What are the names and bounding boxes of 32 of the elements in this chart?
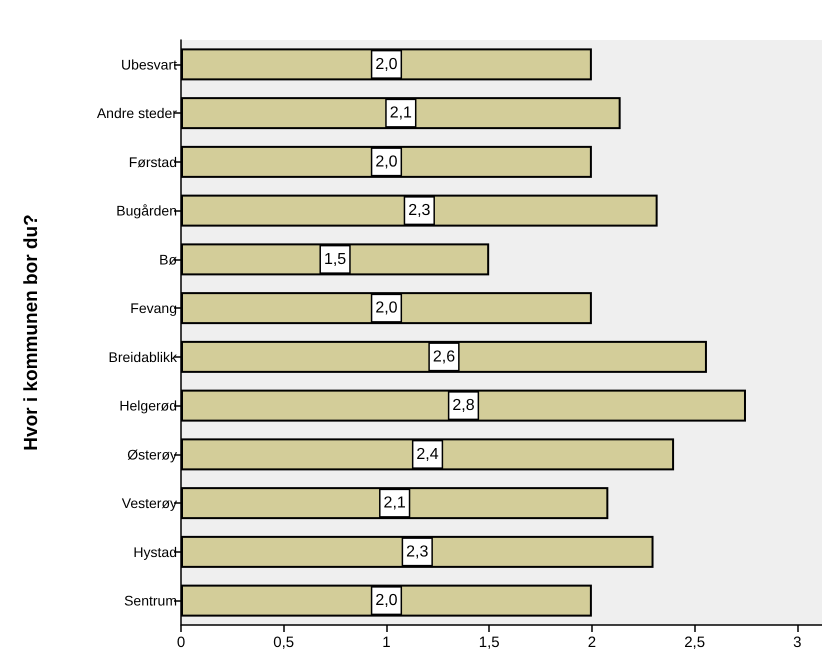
data-label: 2,0: [375, 153, 398, 170]
y-tick-label: Vesterøy: [122, 495, 177, 512]
data-label: 2,0: [375, 56, 398, 73]
y-tick-label: Førstad: [128, 154, 177, 170]
y-tick-label: Helgerød: [119, 398, 177, 414]
data-label: 2,8: [452, 397, 475, 414]
x-tick-label: 1,5: [478, 634, 500, 651]
y-tick-label: Hystad: [133, 544, 177, 560]
y-tick-label: Breidablikk: [108, 348, 178, 365]
data-label: 1,5: [324, 250, 346, 268]
y-tick-label: Østerøy: [127, 446, 177, 462]
y-tick-label: Fevang: [130, 300, 177, 316]
y-tick-label: Bø: [159, 251, 178, 268]
x-tick-label: 3: [793, 634, 802, 651]
y-tick-label: Andre steder: [96, 105, 178, 122]
y-tick-label: Ubesvart: [120, 56, 178, 72]
x-tick-label: 2: [588, 634, 596, 651]
data-label: 2,3: [408, 202, 431, 220]
x-tick-label: 2,5: [684, 634, 706, 651]
x-tick-label: 0,5: [273, 634, 294, 651]
x-tick-label: 0: [176, 634, 186, 651]
y-tick-label: Bugården: [116, 202, 177, 219]
y-axis-title: Hvor i kommunen bor du?: [21, 214, 42, 451]
x-tick-label: 1: [382, 634, 391, 651]
data-label: 2,0: [375, 300, 398, 317]
data-label: 2,4: [416, 446, 439, 463]
data-label: 2,3: [406, 543, 428, 560]
y-tick-label: Sentrum: [124, 592, 177, 609]
data-label: 2,1: [390, 104, 412, 122]
data-label: 2,0: [375, 592, 398, 610]
data-label: 2,1: [384, 494, 406, 512]
data-label: 2,6: [432, 348, 456, 366]
